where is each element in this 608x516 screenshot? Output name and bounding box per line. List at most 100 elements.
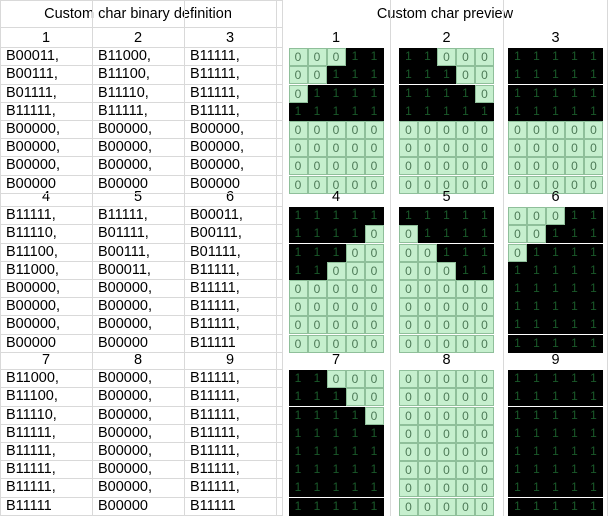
pixel-off[interactable]: 0 [527,225,546,244]
pixel-on[interactable]: 1 [508,48,527,67]
binary-row-cell[interactable]: B11111, [190,280,240,296]
pixel-on[interactable]: 1 [508,497,527,516]
pixel-off[interactable]: 0 [437,316,456,335]
pixel-on[interactable]: 1 [527,406,546,425]
pixel-off[interactable]: 0 [399,479,418,498]
binary-row-cell[interactable]: B11110, [98,84,149,101]
pixel-on[interactable]: 1 [546,261,565,280]
pixel-on[interactable]: 1 [584,66,603,85]
pixel-on[interactable]: 1 [288,424,308,443]
pixel-off[interactable]: 0 [307,175,327,194]
pixel-off[interactable]: 0 [584,139,603,158]
binary-row-cell[interactable]: B00000, [98,280,153,296]
pixel-on[interactable]: 1 [345,406,365,425]
pixel-off[interactable]: 0 [456,139,475,158]
binary-row-cell[interactable]: B00111, [190,225,242,242]
pixel-on[interactable]: 1 [288,243,308,262]
char-number-label[interactable]: 8 [133,352,143,368]
binary-row-cell[interactable]: B11111, [190,102,240,119]
binary-row-cell[interactable]: B00000, [98,139,153,156]
pixel-off[interactable]: 0 [307,121,327,139]
pixel-off[interactable]: 0 [437,261,456,280]
binary-row-cell[interactable]: B00000, [98,157,153,174]
pixel-on[interactable]: 1 [565,370,584,389]
pixel-off[interactable]: 0 [364,370,384,389]
pixel-off[interactable]: 0 [399,388,418,407]
pixel-off[interactable]: 0 [399,280,418,298]
binary-row-cell[interactable]: B11000, [6,370,59,387]
binary-row-cell[interactable]: B11111, [190,298,240,315]
pixel-off[interactable]: 0 [508,175,527,194]
pixel-off[interactable]: 0 [399,497,418,516]
pixel-off[interactable]: 0 [345,261,365,280]
pixel-off[interactable]: 0 [364,225,384,244]
binary-row-cell[interactable]: B11111, [190,406,240,423]
binary-row-cell[interactable]: B00000, [98,370,153,387]
pixel-off[interactable]: 0 [326,280,346,298]
pixel-on[interactable]: 1 [475,225,494,244]
preview-number-label[interactable]: 7 [331,352,341,368]
binary-row-cell[interactable]: B00000, [98,406,153,423]
pixel-on[interactable]: 1 [527,298,546,317]
pixel-on[interactable]: 1 [546,48,565,67]
pixel-on[interactable]: 1 [527,497,546,516]
pixel-off[interactable]: 0 [475,424,494,443]
pixel-off[interactable]: 0 [584,121,603,139]
pixel-off[interactable]: 0 [456,424,475,443]
pixel-off[interactable]: 0 [364,334,384,353]
pixel-on[interactable]: 1 [307,497,327,516]
pixel-on[interactable]: 1 [565,66,584,85]
pixel-off[interactable]: 0 [307,157,327,176]
pixel-on[interactable]: 1 [288,406,308,425]
pixel-on[interactable]: 1 [345,461,365,480]
binary-row-cell[interactable]: B11111, [190,66,240,83]
pixel-on[interactable]: 1 [399,102,418,121]
pixel-on[interactable]: 1 [584,406,603,425]
pixel-off[interactable]: 0 [437,461,456,480]
pixel-off[interactable]: 0 [565,139,584,158]
pixel-on[interactable]: 1 [546,497,565,516]
binary-row-cell[interactable]: B11111, [6,424,56,441]
pixel-on[interactable]: 1 [546,84,565,103]
pixel-off[interactable]: 0 [399,121,418,139]
pixel-off[interactable]: 0 [399,225,418,244]
pixel-off[interactable]: 0 [437,121,456,139]
pixel-on[interactable]: 1 [584,48,603,67]
pixel-on[interactable]: 1 [307,443,327,461]
pixel-on[interactable]: 1 [345,207,365,226]
pixel-on[interactable]: 1 [364,424,384,443]
pixel-on[interactable]: 1 [307,84,327,103]
pixel-off[interactable]: 0 [307,316,327,335]
pixel-on[interactable]: 1 [584,388,603,407]
binary-row-cell[interactable]: B11000, [6,261,59,278]
pixel-on[interactable]: 1 [508,298,527,317]
pixel-on[interactable]: 1 [584,280,603,298]
binary-row-cell[interactable]: B00011, [190,207,243,224]
pixel-on[interactable]: 1 [584,243,603,262]
pixel-off[interactable]: 0 [326,48,346,67]
pixel-on[interactable]: 1 [364,461,384,480]
pixel-on[interactable]: 1 [546,424,565,443]
pixel-on[interactable]: 1 [565,280,584,298]
pixel-on[interactable]: 1 [527,66,546,85]
pixel-on[interactable]: 1 [418,207,437,226]
pixel-off[interactable]: 0 [456,175,475,194]
pixel-off[interactable]: 0 [364,280,384,298]
pixel-on[interactable]: 1 [456,243,475,262]
pixel-off[interactable]: 0 [364,175,384,194]
pixel-off[interactable]: 0 [418,370,437,389]
pixel-on[interactable]: 1 [527,48,546,67]
binary-row-cell[interactable]: B01111, [98,225,149,242]
pixel-on[interactable]: 1 [565,243,584,262]
pixel-off[interactable]: 0 [475,84,494,103]
pixel-on[interactable]: 1 [527,388,546,407]
char-preview-header[interactable]: Custom char preview [376,6,514,22]
preview-number-label[interactable]: 8 [442,352,451,368]
pixel-on[interactable]: 1 [546,406,565,425]
pixel-on[interactable]: 1 [565,261,584,280]
binary-row-cell[interactable]: B01111, [190,243,241,260]
binary-row-cell[interactable]: B00000, [190,121,245,137]
pixel-on[interactable]: 1 [345,225,365,244]
pixel-on[interactable]: 1 [527,243,546,262]
pixel-off[interactable]: 0 [456,406,475,425]
